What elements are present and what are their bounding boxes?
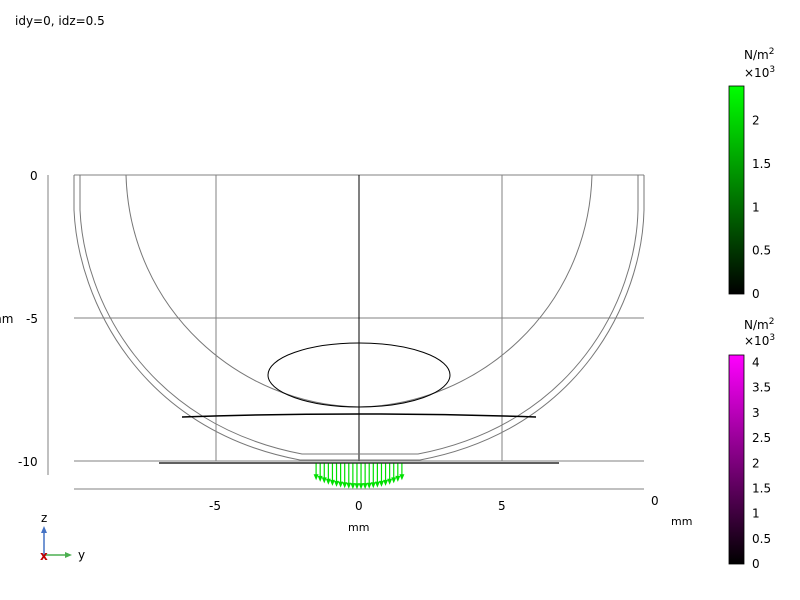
stress-arrowhead bbox=[338, 481, 344, 488]
extra-tick-label: 0 bbox=[651, 494, 659, 508]
colorbar-tick-label: 2.5 bbox=[752, 431, 771, 445]
x-tick-label: 0 bbox=[355, 499, 363, 513]
colorbar-unit: N/m2 bbox=[744, 47, 774, 62]
colorbar-tick-label: 0 bbox=[752, 287, 760, 301]
stress-arrow-field bbox=[313, 463, 405, 490]
colorbar-tick-label: 0 bbox=[752, 557, 760, 571]
stress-arrowhead bbox=[387, 478, 393, 485]
y-axis-label: mm bbox=[0, 312, 13, 326]
colorbar-tick-label: 2 bbox=[752, 114, 760, 128]
colorbar-tick-label: 4 bbox=[752, 356, 760, 370]
triad-z-label: z bbox=[41, 511, 47, 525]
inner-ellipse bbox=[267, 342, 451, 408]
stress-arrowhead bbox=[374, 481, 380, 488]
stress-arrowhead bbox=[366, 482, 372, 489]
stress-arrowhead bbox=[350, 483, 356, 490]
stress-arrowhead bbox=[325, 478, 331, 485]
stress-arrowhead bbox=[370, 482, 376, 489]
y-tick-label: 0 bbox=[30, 169, 38, 183]
colorbar-tick-label: 1.5 bbox=[752, 157, 771, 171]
stress-arrowhead bbox=[391, 477, 397, 484]
extra-axis-label: mm bbox=[671, 515, 692, 528]
triad-x-label: x bbox=[40, 549, 48, 563]
colorbar-tick-label: 1 bbox=[752, 507, 760, 521]
x-tick-label: 5 bbox=[498, 499, 506, 513]
plot-frame bbox=[47, 174, 644, 490]
stress-arrowhead bbox=[334, 480, 340, 487]
plot-title: idy=0, idz=0.5 bbox=[15, 14, 105, 28]
stress-arrowhead bbox=[378, 480, 384, 487]
colorbar-tick-label: 1.5 bbox=[752, 481, 771, 495]
colorbar-multiplier: ×103 bbox=[744, 65, 775, 80]
colorbar-stress: N/m2 ×103 4 3.5 3 2.5 2 1.5 1 0.5 0 bbox=[728, 317, 775, 571]
colorbar-multiplier: ×103 bbox=[744, 333, 775, 348]
colorbar-unit: N/m2 bbox=[744, 317, 774, 332]
stress-arrowhead bbox=[346, 482, 352, 489]
triad-z-arrowhead bbox=[41, 526, 47, 533]
y-tick-label: -5 bbox=[26, 312, 38, 326]
triad-y-arrowhead bbox=[65, 552, 72, 558]
support-curve bbox=[181, 413, 537, 418]
stress-arrowhead bbox=[399, 474, 405, 481]
colorbar-tick-label: 1 bbox=[752, 200, 760, 214]
axis-triad: z y x bbox=[40, 511, 85, 563]
geometry bbox=[73, 174, 645, 464]
stress-arrowhead bbox=[342, 482, 348, 489]
stress-arrowhead bbox=[362, 483, 368, 490]
colorbar-tick-label: 0.5 bbox=[752, 244, 771, 258]
stress-arrowhead bbox=[383, 479, 389, 486]
stress-arrowhead bbox=[358, 483, 364, 490]
stress-arrowhead bbox=[313, 474, 319, 481]
x-axis-label: mm bbox=[348, 521, 369, 534]
colorbar-tick-label: 3.5 bbox=[752, 381, 771, 395]
colorbar-tick-label: 0.5 bbox=[752, 532, 771, 546]
colorbar-tick-label: 2 bbox=[752, 456, 760, 470]
colorbar-force: N/m2 ×103 2 1.5 1 0.5 0 bbox=[728, 47, 775, 301]
outer-shell-inner-line bbox=[79, 175, 639, 455]
colorbar-gradient bbox=[728, 354, 745, 565]
stress-arrowhead bbox=[317, 475, 323, 482]
stress-arrowhead bbox=[321, 477, 327, 484]
triad-y-label: y bbox=[78, 548, 85, 562]
colorbar-gradient bbox=[728, 85, 745, 295]
stress-arrowhead bbox=[329, 479, 335, 486]
stress-arrowhead bbox=[354, 483, 360, 490]
y-tick-label: -10 bbox=[18, 455, 38, 469]
colorbar-tick-label: 3 bbox=[752, 406, 760, 420]
stress-arrowhead bbox=[395, 475, 401, 482]
x-tick-label: -5 bbox=[209, 499, 221, 513]
outer-shell-line bbox=[73, 175, 645, 461]
